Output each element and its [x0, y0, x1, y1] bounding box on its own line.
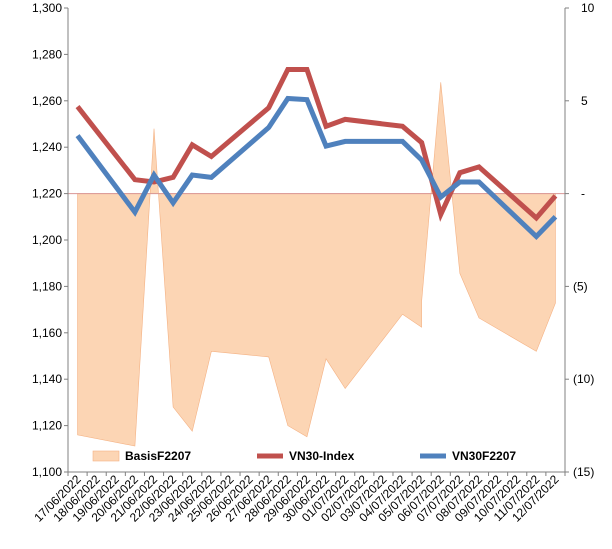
area-layer [68, 82, 565, 447]
legend-label-BasisF2207: BasisF2207 [125, 449, 191, 463]
series-area-BasisF2207 [77, 82, 556, 447]
left-tick-label: 1,200 [32, 233, 62, 247]
left-tick-label: 1,140 [32, 372, 62, 386]
series-line-VN30F2207 [75, 95, 558, 241]
series-line-VN30-Index [75, 66, 558, 222]
left-tick-label: 1,220 [32, 187, 62, 201]
right-tick-label: (15) [573, 465, 594, 479]
tick-layer: 1,100 1,120 1,140 1,160 1,180 1,200 1,220 1,240… [31, 1, 594, 525]
left-tick-label: 1,100 [32, 465, 62, 479]
left-tick-label: 1,180 [32, 279, 62, 293]
right-tick-label: - [581, 187, 585, 201]
right-tick-label: (10) [573, 372, 594, 386]
axes-layer [64, 7, 569, 476]
left-tick-label: 1,280 [32, 47, 62, 61]
left-tick-label: 1,300 [32, 1, 62, 15]
legend-label-VN30F2207: VN30F2207 [452, 449, 516, 463]
legend: BasisF2207 VN30-Index VN30F2207 [92, 449, 516, 463]
right-tick-label: 5 [581, 94, 588, 108]
right-tick-label: (5) [573, 279, 588, 293]
left-tick-label: 1,120 [32, 419, 62, 433]
legend-label-VN30-Index: VN30-Index [289, 449, 355, 463]
left-tick-label: 1,260 [32, 94, 62, 108]
line-layer [75, 66, 558, 241]
left-tick-label: 1,160 [32, 326, 62, 340]
left-tick-label: 1,240 [32, 140, 62, 154]
legend-swatch-BasisF2207 [92, 450, 120, 462]
right-tick-label: 10 [581, 1, 595, 15]
